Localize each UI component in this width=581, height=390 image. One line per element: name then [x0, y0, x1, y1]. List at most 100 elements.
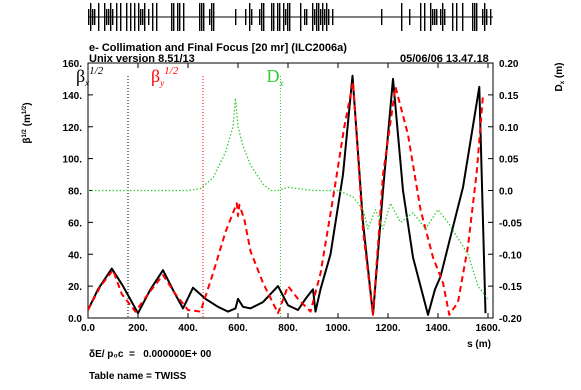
lattice-element	[209, 9, 211, 25]
y-left-tick-label: 40.	[68, 250, 82, 261]
y-right-tick-label: 0.05	[499, 155, 519, 166]
y-left-tick-label: 20.	[68, 282, 82, 293]
lattice-element	[456, 3, 458, 31]
lattice-element	[434, 9, 436, 25]
lattice-element	[134, 3, 136, 31]
program-version: Unix version 8.51/13	[89, 53, 195, 65]
y-left-tick-label: 160.	[63, 59, 83, 70]
lattice-element	[320, 9, 322, 25]
lattice-element	[401, 3, 403, 31]
lattice-element	[462, 3, 464, 31]
lattice-element	[277, 3, 279, 31]
lattice-element	[442, 3, 444, 31]
lattice-element	[436, 9, 438, 25]
lattice-element	[440, 9, 442, 25]
lattice-element	[179, 3, 181, 31]
y-right-axis-label: Dx (m)	[554, 63, 566, 92]
lattice-element	[251, 9, 253, 25]
lattice-element	[156, 3, 158, 31]
lattice-element	[318, 3, 320, 31]
lattice-element	[324, 9, 326, 25]
lattice-element	[490, 9, 492, 25]
lattice-element	[287, 3, 289, 31]
lattice-element	[199, 3, 201, 31]
y-left-tick-label: 120.	[63, 123, 83, 134]
lattice-element	[484, 3, 486, 31]
x-tick-label: 1400.	[425, 323, 450, 334]
series-line-1	[87, 81, 484, 316]
lattice-element	[322, 3, 324, 31]
x-tick-label: 1200.	[375, 323, 400, 334]
lattice-element	[126, 3, 128, 31]
lattice-element	[120, 3, 122, 31]
lattice-element	[476, 3, 478, 31]
lattice-element	[177, 3, 179, 31]
lattice-element	[279, 3, 281, 31]
lattice-element	[259, 9, 261, 25]
lattice-element	[381, 9, 383, 25]
lattice-element	[152, 3, 154, 31]
y-right-tick-label: -0.10	[499, 250, 522, 261]
lattice-element	[271, 3, 273, 31]
y-left-tick-label: 100.	[63, 155, 83, 166]
lattice-element	[110, 3, 112, 31]
lattice-element	[482, 9, 484, 25]
lattice-element	[116, 3, 118, 31]
lattice-element	[306, 9, 308, 25]
lattice-element	[171, 3, 173, 31]
y-right-tick-label: -0.20	[499, 314, 522, 325]
lattice-element	[424, 3, 426, 31]
lattice-element	[273, 3, 275, 31]
lattice-element	[328, 9, 330, 25]
lattice-element	[326, 3, 328, 31]
lattice-element	[486, 9, 488, 25]
lattice-element	[88, 9, 90, 25]
y-right-tick-label: 0.15	[499, 91, 519, 102]
x-tick-label: 400.	[178, 323, 198, 334]
lattice-element	[432, 9, 434, 25]
plot-title: e- Collimation and Final Focus [20 mr] (…	[89, 42, 347, 54]
lattice-element	[289, 3, 291, 31]
run-timestamp: 05/06/06 13.47.18	[400, 53, 489, 65]
y-left-tick-label: 80.	[68, 187, 82, 198]
lattice-element	[245, 9, 247, 25]
legend-label: βx1/2	[76, 65, 104, 88]
lattice-element	[138, 3, 140, 31]
lattice-element	[312, 3, 314, 31]
lattice-element	[332, 9, 334, 25]
y-left-axis-label: β1/2 (m1/2)	[22, 102, 33, 143]
lattice-element	[203, 3, 205, 31]
lattice-element	[183, 3, 185, 31]
lattice-element	[108, 9, 110, 25]
lattice-element	[316, 3, 318, 31]
lattice-element	[472, 3, 474, 31]
table-name-label: Table name = TWISS	[89, 371, 187, 382]
lattice-element	[173, 3, 175, 31]
lattice-element	[430, 3, 432, 31]
lattice-element	[263, 3, 265, 31]
x-tick-label: 800.	[278, 323, 298, 334]
lattice-element	[304, 9, 306, 25]
lattice-element	[249, 3, 251, 31]
lattice-element	[94, 9, 96, 25]
x-tick-label: 600.	[228, 323, 248, 334]
series-line-0	[87, 74, 487, 316]
x-tick-label: 1600.	[475, 323, 500, 334]
x-tick-label: 0.0	[81, 323, 95, 334]
lattice-element	[314, 9, 316, 25]
legend-label: βy1/2	[151, 65, 179, 88]
lattice-element	[104, 3, 106, 31]
lattice-element	[106, 9, 108, 25]
lattice-element	[474, 3, 476, 31]
lattice-element	[144, 3, 146, 31]
y-right-tick-label: 0.0	[499, 187, 513, 198]
y-left-tick-label: 140.	[63, 91, 83, 102]
x-axis-label: s (m)	[467, 339, 491, 350]
lattice-element	[90, 3, 92, 31]
lattice-element	[130, 3, 132, 31]
lattice-strip	[88, 3, 493, 31]
lattice-element	[420, 3, 422, 31]
y-right-tick-label: -0.05	[499, 218, 522, 229]
lattice-element	[409, 9, 411, 25]
